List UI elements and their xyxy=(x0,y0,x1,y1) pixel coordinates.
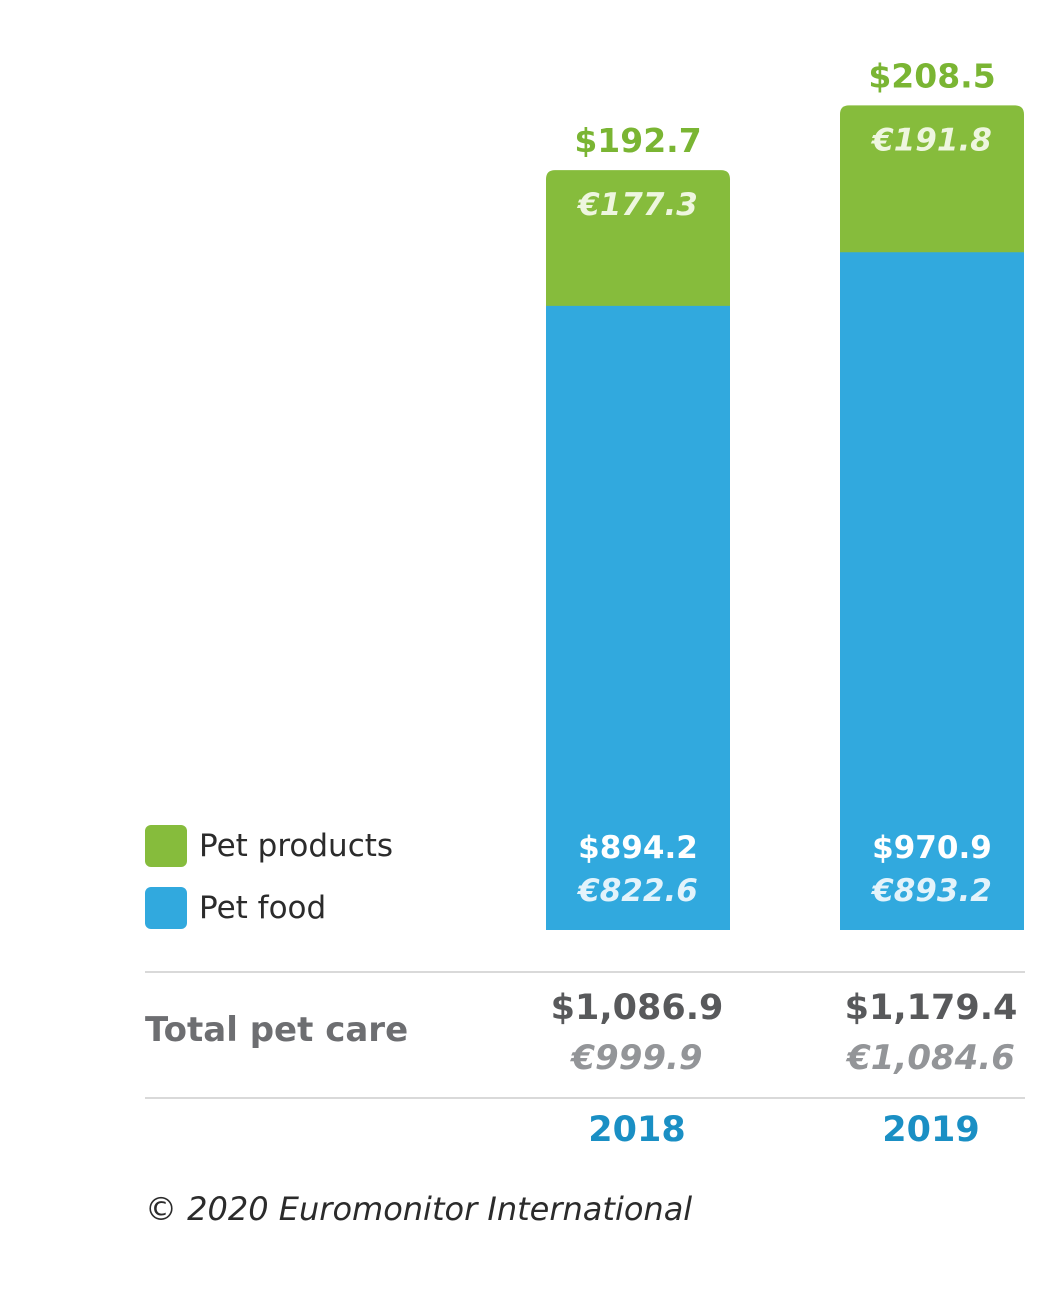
label-pet-food-eur-2018: €822.6 xyxy=(576,873,698,909)
legend-swatch-pet-food xyxy=(145,887,187,929)
label-pet-products-usd-2018: $192.7 xyxy=(574,121,701,160)
legend-label-pet-products: Pet products xyxy=(199,828,394,864)
label-pet-products-eur-2019: €191.8 xyxy=(870,122,992,158)
label-pet-products-eur-2018: €177.3 xyxy=(576,187,698,223)
divider-top xyxy=(145,971,1025,973)
label-pet-products-usd-2019: $208.5 xyxy=(868,56,995,95)
copyright-footer: © 2020 Euromonitor International xyxy=(145,1190,693,1228)
label-pet-food-usd-2019: $970.9 xyxy=(872,830,992,866)
bar-pet-food-2019 xyxy=(840,251,1024,930)
total-usd-2019: $1,179.4 xyxy=(844,988,1018,1028)
label-pet-food-eur-2019: €893.2 xyxy=(870,873,992,909)
legend-swatch-pet-products xyxy=(145,825,187,867)
bar-pet-products-2019 xyxy=(840,105,1024,253)
bar-pet-food-2018 xyxy=(546,304,730,930)
bar-pet-products-2018 xyxy=(546,170,730,306)
legend-label-pet-food: Pet food xyxy=(199,890,327,926)
label-pet-food-usd-2018: $894.2 xyxy=(578,830,698,866)
total-eur-2019: €1,084.6 xyxy=(847,1038,1015,1078)
year-label-2018: 2018 xyxy=(588,1110,686,1150)
total-eur-2018: €999.9 xyxy=(571,1038,703,1078)
total-usd-2018: $1,086.9 xyxy=(550,988,724,1028)
total-label: Total pet care xyxy=(145,1010,409,1050)
year-label-2019: 2019 xyxy=(882,1110,980,1150)
divider-bottom xyxy=(145,1097,1025,1099)
stacked-bar-chart: $192.7 €177.3 $894.2 €822.6 $208.5 €191.8 $970… xyxy=(546,56,1024,930)
